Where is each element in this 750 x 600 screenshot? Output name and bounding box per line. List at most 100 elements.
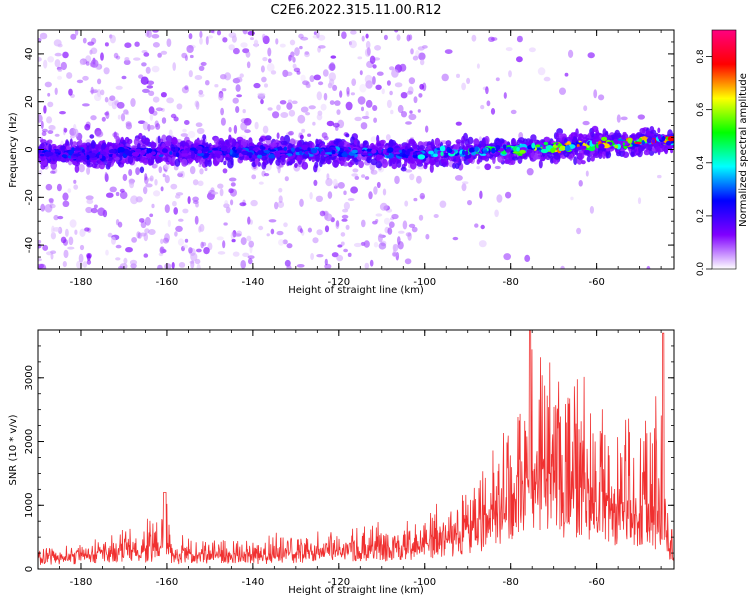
heatmap-speckle <box>264 173 270 177</box>
heatmap-speckle <box>354 116 362 122</box>
heatmap-speckle <box>386 99 392 109</box>
heatmap-speckle <box>247 255 255 259</box>
heatmap-ridge-core <box>169 151 173 155</box>
heatmap-speckle <box>235 84 241 92</box>
heatmap-ridge-core <box>393 152 401 155</box>
heatmap-ridge-core <box>371 149 377 154</box>
heatmap-ridge-core <box>331 150 336 155</box>
heatmap-ridge-halo <box>207 159 212 167</box>
heatmap-speckle <box>285 71 293 77</box>
heatmap-ridge-core <box>564 145 571 152</box>
heatmap-speckle <box>413 96 418 104</box>
heatmap-speckle <box>85 195 94 201</box>
heatmap-speckle <box>324 258 328 266</box>
heatmap-speckle <box>82 37 87 44</box>
heatmap-speckle <box>123 59 131 65</box>
heatmap-speckle <box>250 37 254 41</box>
heatmap-ridge-halo <box>202 138 206 148</box>
heatmap-speckle <box>361 219 366 228</box>
heatmap-ridge-core <box>398 149 402 154</box>
heatmap-speckle <box>194 215 199 225</box>
heatmap-speckle <box>240 42 248 48</box>
y-tick-label: 1000 <box>24 493 35 518</box>
heatmap-ridge-halo <box>71 160 77 165</box>
heatmap-ridge-core <box>295 147 300 153</box>
heatmap-speckle <box>74 229 78 235</box>
heatmap-speckle <box>337 244 343 248</box>
heatmap-speckle <box>100 89 105 96</box>
heatmap-speckle <box>404 169 413 173</box>
heatmap-speckle <box>220 107 225 116</box>
heatmap-speckle <box>151 34 160 39</box>
heatmap-speckle <box>93 204 98 209</box>
heatmap-speckle <box>340 232 346 237</box>
heatmap-speckle <box>383 34 388 41</box>
heatmap-speckle <box>267 107 273 111</box>
heatmap-ridge-core <box>579 145 587 150</box>
heatmap-speckle <box>119 191 128 200</box>
x-tick-label: -180 <box>70 277 93 288</box>
heatmap-speckle <box>157 52 162 58</box>
heatmap-ridge-halo <box>640 145 646 151</box>
heatmap-ridge-halo <box>646 130 651 137</box>
heatmap-speckle <box>365 33 369 39</box>
heatmap-speckle <box>299 198 304 207</box>
heatmap-ridge-core <box>112 154 117 159</box>
heatmap-ridge-halo <box>66 145 71 151</box>
heatmap-speckle <box>149 113 154 121</box>
heatmap-ridge-core <box>614 144 619 149</box>
x-tick-label: -80 <box>503 277 519 288</box>
heatmap-speckle <box>387 227 393 235</box>
heatmap-speckle <box>230 199 234 206</box>
heatmap-speckle <box>182 208 189 214</box>
heatmap-speckle <box>152 110 158 116</box>
heatmap-speckle <box>68 88 73 96</box>
heatmap-ridge-halo <box>357 140 361 150</box>
heatmap-speckle <box>63 127 68 133</box>
heatmap-speckle <box>433 214 439 218</box>
heatmap-speckle <box>38 258 42 262</box>
heatmap-speckle <box>376 181 381 189</box>
heatmap-speckle <box>301 128 306 133</box>
heatmap-speckle <box>289 39 296 46</box>
heatmap-speckle <box>182 128 187 133</box>
heatmap-speckle <box>130 195 139 205</box>
heatmap-speckle <box>115 191 120 197</box>
heatmap-speckle <box>148 106 155 115</box>
heatmap-speckle <box>399 63 407 72</box>
heatmap-speckle <box>192 196 199 202</box>
heatmap-ridge-core <box>526 149 533 154</box>
heatmap-speckle <box>47 56 55 63</box>
heatmap-speckle <box>135 167 141 176</box>
heatmap-ridge-halo <box>388 139 394 148</box>
colorbar-tick-label: 0.2 <box>696 209 706 223</box>
heatmap-ridge-halo <box>423 163 428 170</box>
heatmap-speckle <box>357 56 363 60</box>
heatmap-speckle <box>38 37 42 42</box>
heatmap-ridge-core <box>662 135 666 142</box>
heatmap-speckle <box>365 110 369 117</box>
heatmap-ridge-halo <box>592 152 600 158</box>
heatmap-ridge-core <box>257 154 263 159</box>
heatmap-ridge-core <box>311 148 318 154</box>
heatmap-speckle <box>262 35 270 45</box>
heatmap-marks <box>38 30 674 269</box>
heatmap-speckle <box>50 170 56 174</box>
x-tick-label: -180 <box>70 577 93 588</box>
heatmap-speckle <box>109 186 117 193</box>
heatmap-ridge-core <box>417 154 426 160</box>
heatmap-ridge-halo <box>258 137 264 143</box>
heatmap-ridge-core <box>491 147 496 154</box>
heatmap-ridge-core <box>51 149 55 153</box>
heatmap-speckle <box>155 107 163 112</box>
heatmap-speckle <box>343 190 347 196</box>
heatmap-speckle <box>161 107 165 112</box>
heatmap-ridge-core <box>89 152 96 157</box>
heatmap-ridge-core <box>559 145 566 151</box>
heatmap-speckle <box>42 244 49 251</box>
heatmap-speckle <box>248 258 253 265</box>
heatmap-speckle <box>225 206 231 214</box>
heatmap-ridge-core <box>351 149 359 154</box>
heatmap-speckle <box>235 106 240 113</box>
heatmap-speckle <box>160 186 164 192</box>
